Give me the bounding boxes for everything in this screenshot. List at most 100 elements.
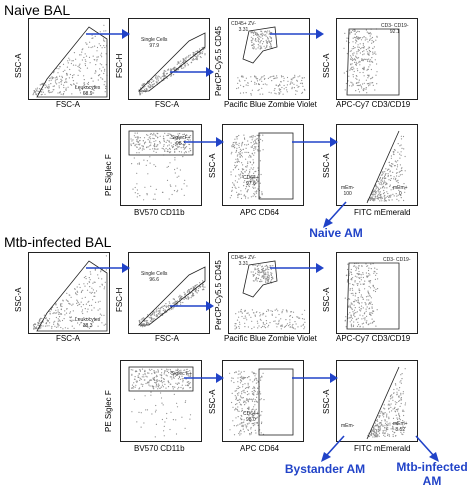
event-dot xyxy=(237,394,239,396)
event-dot xyxy=(374,59,376,61)
event-dot xyxy=(381,186,384,188)
event-dot xyxy=(105,87,107,89)
event-dot xyxy=(139,321,141,323)
event-dot xyxy=(173,372,176,374)
event-dot xyxy=(262,275,264,277)
event-dot xyxy=(392,188,394,190)
event-dot xyxy=(280,88,282,91)
event-dot xyxy=(168,147,171,149)
event-dot xyxy=(165,306,167,308)
event-dot xyxy=(138,148,140,150)
y-axis-label: PE Siglec F xyxy=(104,154,113,196)
event-dot xyxy=(264,278,266,280)
event-dot xyxy=(256,32,258,34)
event-dot xyxy=(383,416,385,418)
event-dot xyxy=(280,75,283,77)
event-dot xyxy=(141,85,143,87)
event-dot xyxy=(392,193,394,195)
event-dot xyxy=(251,181,253,183)
event-dot xyxy=(66,300,69,302)
event-dot xyxy=(161,382,163,384)
event-dot xyxy=(56,312,58,314)
event-dot xyxy=(153,370,155,372)
event-dot xyxy=(86,283,89,285)
event-dot xyxy=(396,166,399,168)
event-dot xyxy=(239,386,241,389)
event-dot xyxy=(399,405,401,407)
event-dot xyxy=(250,178,252,180)
event-dot xyxy=(139,379,141,381)
event-dot xyxy=(261,265,263,267)
event-dot xyxy=(396,168,398,170)
event-dot xyxy=(260,314,262,316)
event-dot xyxy=(144,142,146,144)
event-dot xyxy=(241,393,243,395)
event-dot xyxy=(354,281,356,283)
event-dot xyxy=(256,391,259,393)
event-dot xyxy=(86,67,88,69)
event-dot xyxy=(292,323,294,326)
y-axis-label: PE Siglec F xyxy=(104,390,113,432)
event-dot xyxy=(182,388,184,390)
event-dot xyxy=(255,278,257,280)
event-dot xyxy=(177,69,179,71)
event-dot xyxy=(279,89,281,91)
event-dot xyxy=(177,382,179,384)
event-dot xyxy=(252,387,254,390)
event-dot xyxy=(367,48,369,50)
event-dot xyxy=(174,139,176,141)
event-dot xyxy=(152,385,154,388)
event-dot xyxy=(374,195,376,197)
event-dot xyxy=(368,66,370,68)
event-dot xyxy=(376,35,378,37)
event-dot xyxy=(199,286,201,288)
event-dot xyxy=(350,271,352,273)
event-dot xyxy=(385,168,387,170)
event-dot xyxy=(169,302,171,304)
event-dot xyxy=(375,433,377,435)
event-dot xyxy=(174,151,176,153)
event-dot xyxy=(400,394,402,396)
event-dot xyxy=(236,164,238,167)
event-dot xyxy=(135,384,137,386)
event-dot xyxy=(398,400,400,402)
event-dot xyxy=(154,411,157,413)
event-dot xyxy=(155,371,157,373)
event-dot xyxy=(184,401,186,403)
event-dot xyxy=(136,196,138,198)
event-dot xyxy=(157,369,159,371)
event-dot xyxy=(246,166,248,168)
event-dot xyxy=(372,320,374,322)
event-dot xyxy=(356,57,358,59)
event-dot xyxy=(362,83,364,85)
event-dot xyxy=(78,69,80,71)
event-dot xyxy=(261,30,263,32)
event-dot xyxy=(384,422,387,424)
event-dot xyxy=(135,143,137,145)
event-dot xyxy=(35,90,37,92)
event-dot xyxy=(235,187,237,189)
event-dot xyxy=(372,51,374,53)
event-dot xyxy=(168,141,170,143)
event-dot xyxy=(372,322,374,324)
event-dot xyxy=(240,193,242,195)
event-dot xyxy=(131,374,133,376)
event-dot xyxy=(76,294,78,296)
event-dot xyxy=(247,84,249,87)
event-dot xyxy=(281,324,283,326)
event-dot xyxy=(362,272,364,274)
event-dot xyxy=(253,193,255,195)
event-dot xyxy=(143,148,145,150)
event-dot xyxy=(168,382,170,384)
event-dot xyxy=(237,196,239,199)
event-dot xyxy=(368,85,370,87)
event-dot xyxy=(377,190,379,192)
event-dot xyxy=(367,290,369,292)
event-dot xyxy=(148,381,150,383)
event-dot xyxy=(181,375,183,377)
event-dot xyxy=(85,86,87,88)
event-dot xyxy=(92,55,94,57)
plot-mtb-cd11b-siglecf: Siglec F+ xyxy=(120,360,202,442)
event-dot xyxy=(402,420,404,422)
event-dot xyxy=(250,420,252,423)
